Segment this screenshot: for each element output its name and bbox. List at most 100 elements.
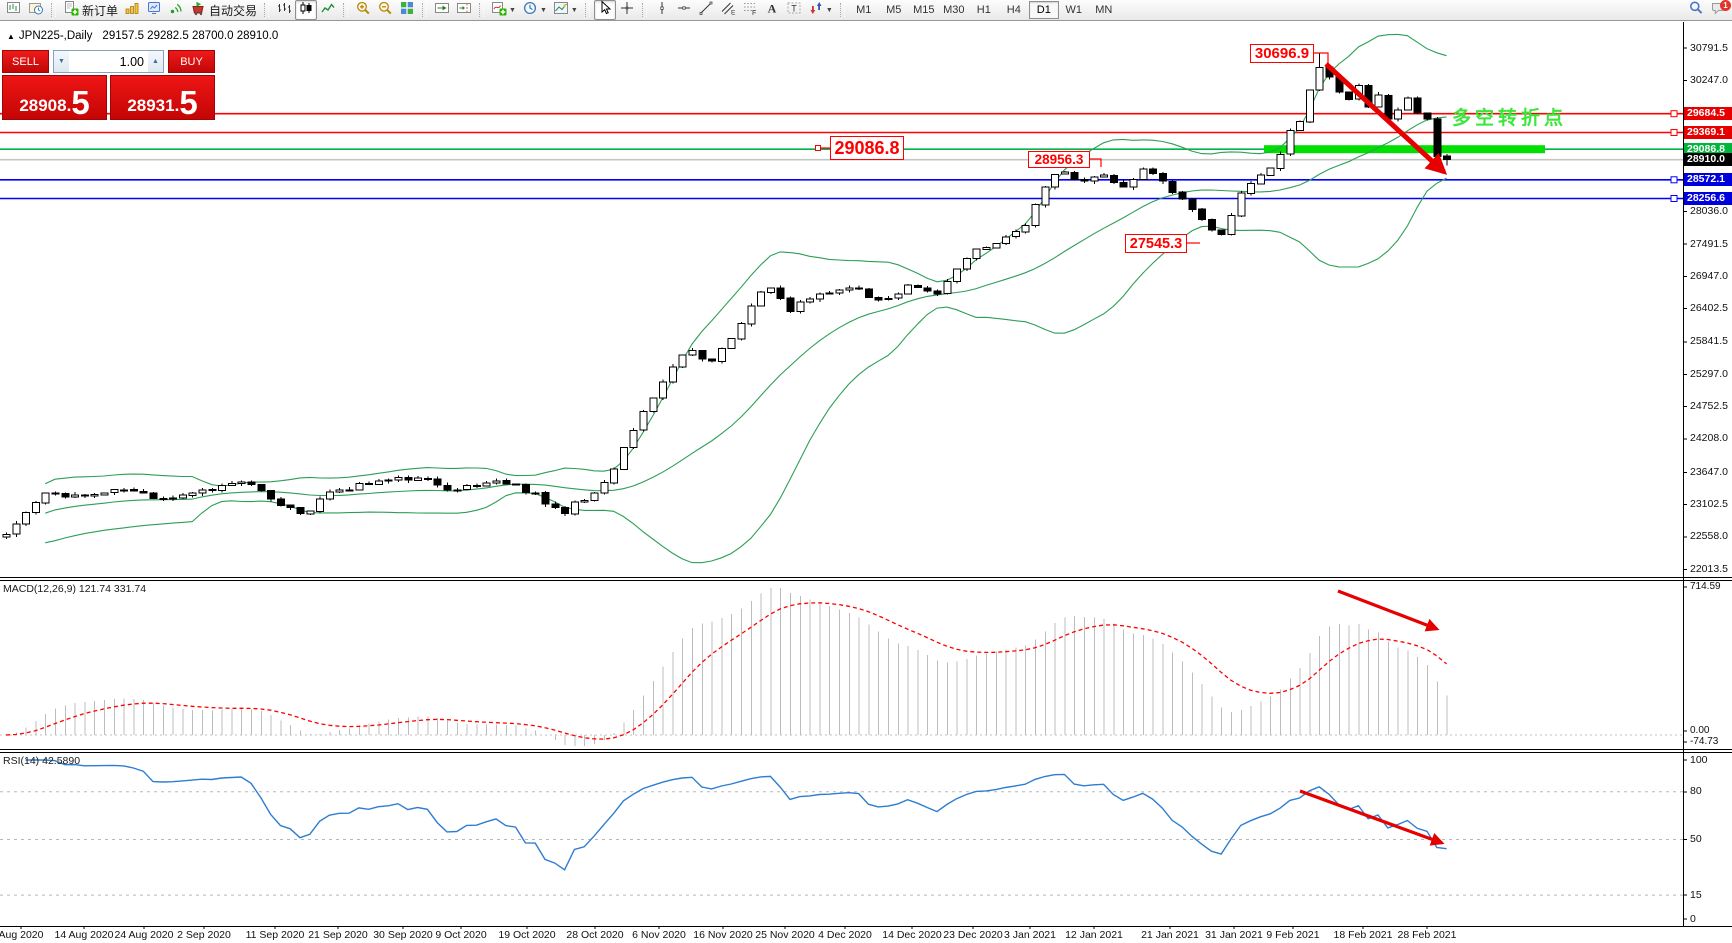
price-annotation-28956.3[interactable]: 28956.3 [1028, 151, 1090, 168]
timeframe-M5[interactable]: M5 [886, 4, 902, 16]
new-order-button[interactable]: 新订单 [60, 0, 121, 20]
templates-button[interactable]: ▼ [550, 0, 581, 20]
volume-increase-button[interactable]: ▲ [148, 51, 163, 72]
price-axis-label: 27491.5 [1690, 237, 1728, 250]
date-axis-label: 21 Jan 2021 [1141, 929, 1199, 941]
periods-button[interactable]: ▼ [519, 0, 550, 20]
price-axis-label: 22013.5 [1690, 562, 1728, 575]
autoscroll-button[interactable] [431, 0, 453, 20]
timeframe-M1[interactable]: M1 [856, 4, 872, 16]
toolbar-separator [422, 3, 428, 17]
bull-bear-turning-point-note[interactable]: 多空转折点 [1452, 108, 1568, 129]
trendline-button[interactable] [695, 0, 717, 20]
date-axis-label: 14 Dec 2020 [882, 929, 942, 941]
sell-button[interactable]: SELL [2, 50, 49, 73]
rsi-value: 42.5890 [42, 755, 81, 767]
line-handle[interactable] [1670, 176, 1678, 184]
periods-dropdown-caret[interactable]: ▼ [539, 6, 547, 14]
bars-chart-button[interactable] [273, 0, 295, 20]
downtrend-arrow-main[interactable] [1324, 62, 1448, 175]
timeframe-H1[interactable]: H1 [976, 4, 991, 16]
collapse-icon[interactable]: ▲ [7, 32, 15, 41]
date-axis-label: 16 Nov 2020 [693, 929, 753, 941]
date-axis-label: 21 Sep 2020 [308, 929, 368, 941]
vline-button[interactable] [651, 0, 673, 20]
timeframe-D1[interactable]: D1 [1028, 1, 1059, 19]
bollinger-lower-band [45, 177, 1447, 564]
chart-frame [0, 22, 1732, 929]
volume-input[interactable] [69, 51, 148, 72]
date-axis-label: 4 Dec 2020 [818, 929, 872, 941]
line-handle[interactable] [1670, 110, 1678, 118]
line-chart-button[interactable] [317, 0, 339, 20]
line-handle[interactable] [1670, 129, 1678, 136]
annotation-anchor-marker[interactable] [815, 145, 821, 151]
cursor-icon [597, 0, 613, 21]
price-axis-label: 24752.5 [1690, 400, 1728, 413]
add-indicator-icon [491, 0, 507, 21]
buy-price-box[interactable]: 28931. 5 [110, 75, 215, 120]
bars-chart-icon [276, 0, 292, 21]
macd-signal-value: 331.74 [113, 583, 147, 595]
arrows-button[interactable]: ▼ [805, 0, 836, 20]
date-axis-label: 9 Oct 2020 [435, 929, 487, 941]
zoom-out-button[interactable] [374, 0, 396, 20]
rsi-axis-label: 15 [1690, 888, 1702, 901]
price-annotation-30696.9[interactable]: 30696.9 [1250, 44, 1314, 63]
add-indicator-button[interactable]: ▼ [488, 0, 519, 20]
channel-button[interactable]: E [717, 0, 739, 20]
templates-dropdown-caret[interactable]: ▼ [570, 6, 578, 14]
sell-price-box[interactable]: 28908. 5 [2, 75, 107, 120]
notifications-button[interactable]: 1 [1707, 0, 1731, 20]
profiles-button[interactable] [25, 0, 47, 20]
auto-trading-button[interactable]: 自动交易 [187, 0, 260, 20]
hline-button[interactable] [673, 0, 695, 20]
line-chart-icon [320, 0, 336, 21]
new-chart-button[interactable] [3, 0, 25, 20]
cursor-button[interactable] [593, 0, 616, 21]
candles-chart-button[interactable] [295, 0, 318, 20]
timeframe-MN[interactable]: MN [1095, 4, 1113, 16]
downtrend-arrow-macd[interactable] [1337, 589, 1440, 632]
macd-signal-line [5, 602, 1448, 740]
fibonacci-button[interactable]: F [739, 0, 761, 20]
zoom-in-button[interactable] [352, 0, 374, 20]
timeframe-M30[interactable]: M30 [943, 4, 965, 16]
buy-button[interactable]: BUY [168, 50, 215, 73]
search-button[interactable] [1685, 0, 1707, 20]
support-zone-band[interactable] [1264, 145, 1545, 154]
toolbar-separator [641, 3, 647, 17]
timeframe-W1[interactable]: W1 [1065, 4, 1083, 16]
price-axis-label: 23102.5 [1690, 498, 1728, 511]
arrows-dropdown-caret[interactable]: ▼ [825, 6, 833, 14]
chart-gold-button[interactable] [121, 0, 143, 20]
fibonacci-icon: F [742, 0, 758, 21]
new-order-label: 新订单 [82, 3, 119, 18]
date-axis-label: 24 Aug 2020 [114, 929, 174, 941]
volume-decrease-button[interactable]: ▼ [54, 51, 69, 72]
price-axis-label: 24208.0 [1690, 432, 1728, 445]
price-axis-label: 30247.0 [1690, 73, 1728, 86]
signals-button[interactable] [165, 0, 187, 20]
market-depth-button[interactable] [143, 0, 165, 20]
downtrend-arrow-rsi[interactable] [1299, 789, 1445, 846]
annotation-connector [1314, 52, 1329, 64]
line-handle[interactable] [1670, 195, 1678, 202]
crosshair-button[interactable] [616, 0, 638, 20]
signals-icon [168, 0, 184, 21]
chart-shift-button[interactable] [453, 0, 475, 20]
price-annotation-27545.3[interactable]: 27545.3 [1125, 234, 1187, 253]
search-icon [1688, 0, 1704, 21]
timeframe-H4[interactable]: H4 [1006, 4, 1021, 16]
tile-windows-button[interactable] [396, 0, 418, 20]
price-tag-29684.5: 29684.5 [1684, 107, 1732, 121]
price-annotation-29086.8[interactable]: 29086.8 [830, 136, 904, 160]
timeframe-M15[interactable]: M15 [913, 4, 935, 16]
text-label-button[interactable]: T [783, 0, 805, 20]
text-button[interactable]: A [761, 0, 783, 20]
date-axis-label: 19 Oct 2020 [498, 929, 556, 941]
add-indicator-dropdown-caret[interactable]: ▼ [509, 6, 516, 14]
rsi-axis-label: 0 [1690, 912, 1696, 925]
toolbar-separator [264, 3, 270, 17]
sell-price-pips: 5 [71, 83, 90, 121]
